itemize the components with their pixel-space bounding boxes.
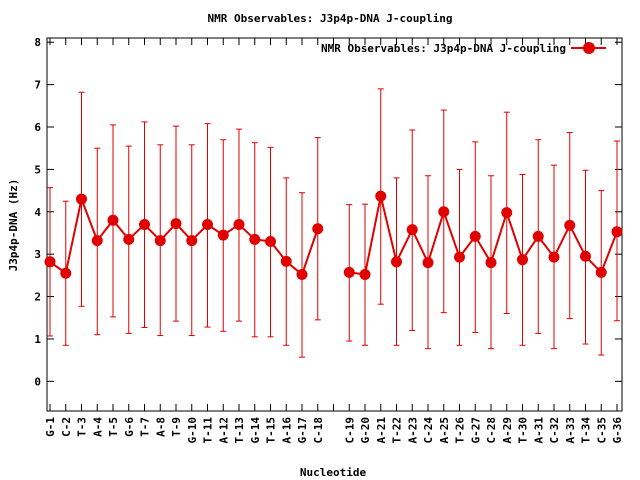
- x-tick-label: T-22: [391, 417, 404, 444]
- legend: NMR Observables: J3p4p-DNA J-coupling: [321, 42, 606, 55]
- x-tick-label: A-23: [406, 417, 419, 444]
- data-point: [91, 235, 103, 247]
- data-point: [564, 219, 576, 231]
- data-point: [595, 266, 607, 278]
- data-point: [422, 257, 434, 269]
- x-tick-label: T-5: [107, 417, 120, 437]
- data-point: [280, 255, 292, 267]
- x-tick-label: C-2: [60, 417, 73, 437]
- data-point: [548, 251, 560, 263]
- x-tick-label: G-20: [359, 417, 372, 444]
- x-tick-label: C-18: [312, 417, 325, 444]
- x-tick-label: T-13: [233, 417, 246, 444]
- x-tick-label: A-31: [532, 417, 545, 444]
- x-tick-label: A-12: [217, 417, 230, 444]
- data-point: [532, 230, 544, 242]
- x-tick-label: C-32: [548, 417, 561, 444]
- x-axis: G-1 C-2 T-3 A-4 T-5 G-6 T-7 A-8 T-9 G-10 T-11 A-12 T…: [44, 38, 624, 444]
- x-tick-label: A-16: [280, 417, 293, 444]
- y-tick-label: 2: [34, 291, 41, 304]
- plot-frame: [46, 37, 623, 412]
- x-tick-label: T-9: [170, 417, 183, 437]
- x-tick-label: A-29: [501, 417, 514, 444]
- data-point: [107, 214, 119, 226]
- series-line: [49, 195, 319, 277]
- x-tick-label: G-6: [123, 417, 136, 437]
- data-point: [501, 207, 513, 219]
- y-axis: 0 1 2 3 4 5 6 7 8: [34, 36, 622, 388]
- data-point: [217, 229, 229, 241]
- x-tick-label: G-10: [186, 417, 199, 444]
- legend-marker: [583, 42, 595, 54]
- x-tick-label: G-17: [296, 417, 309, 444]
- y-tick-label: 4: [34, 206, 41, 219]
- series-line: [349, 195, 618, 276]
- data-point: [343, 266, 355, 278]
- x-axis-label: Nucleotide: [300, 466, 367, 479]
- x-tick-label: T-15: [265, 417, 278, 444]
- series-layer: [44, 88, 623, 358]
- data-point: [454, 251, 465, 263]
- data-point: [469, 230, 481, 242]
- data-point: [359, 269, 371, 281]
- data-point: [406, 224, 418, 236]
- y-tick-label: 8: [34, 36, 41, 49]
- x-tick-label: C-28: [485, 417, 498, 444]
- y-axis-label: J3p4p-DNA (Hz): [7, 179, 20, 272]
- x-tick-label: T-26: [454, 417, 467, 444]
- x-tick-label: T-11: [202, 417, 215, 444]
- data-point: [517, 254, 528, 266]
- x-tick-label: G-1: [44, 417, 57, 437]
- data-point: [44, 256, 56, 268]
- x-tick-label: C-35: [595, 417, 608, 444]
- x-tick-label: T-3: [76, 417, 89, 437]
- data-point: [202, 219, 213, 230]
- x-tick-label: T-30: [517, 417, 530, 444]
- x-tick-label: G-14: [249, 417, 262, 444]
- y-tick-label: 7: [34, 79, 41, 92]
- y-tick-label: 6: [34, 121, 41, 134]
- data-point: [265, 235, 276, 247]
- x-tick-label: G-27: [469, 417, 482, 444]
- data-point: [249, 233, 261, 245]
- data-point: [312, 223, 324, 235]
- x-tick-label: T-34: [580, 417, 593, 444]
- data-point: [391, 256, 402, 268]
- x-tick-label: C-24: [422, 417, 435, 444]
- x-tick-label: G-36: [611, 417, 624, 444]
- data-point: [611, 226, 623, 238]
- data-point: [170, 218, 182, 230]
- data-point: [438, 206, 450, 218]
- y-tick-label: 5: [34, 163, 41, 176]
- x-tick-label: C-19: [343, 417, 356, 444]
- x-tick-label: A-4: [91, 417, 104, 437]
- data-point: [485, 257, 497, 269]
- x-tick-label: T-7: [139, 417, 152, 437]
- y-tick-label: 1: [34, 333, 41, 346]
- data-point: [76, 193, 87, 205]
- data-point: [123, 233, 135, 245]
- data-point: [60, 267, 72, 279]
- y-tick-label: 0: [34, 375, 41, 388]
- data-point: [375, 190, 387, 202]
- y-tick-label: 3: [34, 248, 41, 261]
- x-tick-label: A-33: [564, 417, 577, 444]
- x-tick-label: A-8: [154, 417, 167, 437]
- data-point: [186, 235, 198, 247]
- legend-label: NMR Observables: J3p4p-DNA J-coupling: [321, 42, 566, 55]
- x-tick-label: A-25: [438, 417, 451, 444]
- chart-title: NMR Observables: J3p4p-DNA J-coupling: [207, 12, 452, 25]
- data-point: [154, 235, 166, 247]
- data-point: [233, 219, 245, 230]
- x-tick-label: A-21: [375, 417, 388, 444]
- data-point: [296, 269, 308, 281]
- data-point: [580, 250, 591, 262]
- data-point: [139, 219, 150, 230]
